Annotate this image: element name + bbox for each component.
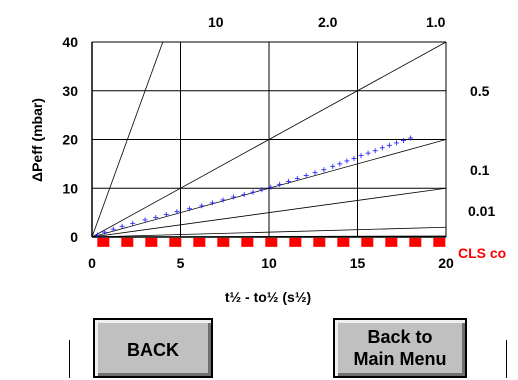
data-point [186, 206, 192, 212]
reference-line-label: 10 [208, 14, 224, 30]
reference-line-label: 0.01 [468, 203, 495, 219]
data-point [101, 229, 107, 235]
y-tick-label: 30 [62, 83, 78, 99]
data-point [330, 163, 336, 169]
data-point [250, 189, 256, 195]
data-point [110, 226, 116, 232]
data-point [386, 142, 392, 148]
tick-labels: 0 10 20 30 40 0 5 10 15 20 [62, 34, 454, 271]
data-point [401, 137, 407, 143]
data-point [220, 197, 226, 203]
data-point [142, 217, 148, 223]
data-point [365, 150, 371, 156]
data-point [358, 153, 364, 159]
data-point [285, 178, 291, 184]
x-tick-label: 15 [350, 255, 366, 271]
data-point [337, 161, 343, 167]
data-point [294, 176, 300, 181]
x-axis-label: t½ - to½ (s½) [225, 289, 311, 305]
data-point [312, 170, 318, 176]
data-point [174, 209, 180, 215]
reference-line-labels: 10 2.0 1.0 0.5 0.1 0.01 [208, 14, 495, 219]
data-point [268, 184, 274, 190]
data-point [321, 167, 327, 173]
reference-line-label: 1.0 [426, 14, 446, 30]
data-point [153, 215, 159, 220]
reference-line [92, 42, 446, 237]
reference-line-label: 0.5 [470, 83, 490, 99]
y-tick-label: 20 [62, 132, 78, 148]
reference-line [92, 139, 446, 237]
divider-left [69, 340, 70, 378]
data-point [130, 220, 136, 226]
data-point [344, 158, 350, 164]
data-point [259, 187, 265, 193]
data-point [163, 212, 169, 218]
threshold-label: CLS co [458, 245, 506, 261]
data-series [94, 135, 414, 238]
main-menu-label-line2: Main Menu [353, 349, 447, 369]
x-tick-label: 0 [88, 255, 96, 271]
data-point [303, 173, 309, 179]
data-point [372, 148, 378, 154]
y-tick-label: 0 [70, 229, 78, 245]
data-point [241, 192, 247, 198]
reference-line [92, 187, 446, 237]
data-point [351, 156, 357, 162]
main-menu-label-line1: Back to [367, 327, 433, 347]
x-tick-label: 5 [177, 255, 185, 271]
back-button[interactable]: BACK [93, 318, 213, 378]
data-point [119, 223, 125, 229]
data-point [393, 140, 399, 146]
y-tick-label: 10 [62, 180, 78, 196]
reference-line [92, 226, 446, 237]
data-point [277, 181, 283, 187]
back-to-main-menu-button[interactable]: Back to Main Menu [333, 318, 467, 378]
data-point [408, 135, 414, 141]
data-point [209, 200, 215, 206]
x-tick-label: 10 [261, 255, 277, 271]
data-point [199, 203, 205, 209]
data-point [94, 232, 100, 238]
data-point [231, 194, 237, 200]
chart-axes [91, 42, 446, 238]
reference-line-label: 0.1 [470, 162, 490, 178]
reference-line [92, 42, 164, 237]
divider-right [506, 340, 507, 378]
x-tick-label: 20 [438, 255, 454, 271]
y-axis-label: ΔPeff (mbar) [29, 98, 45, 182]
data-point [379, 145, 385, 151]
y-tick-label: 40 [62, 34, 78, 50]
reference-line-label: 2.0 [318, 14, 338, 30]
